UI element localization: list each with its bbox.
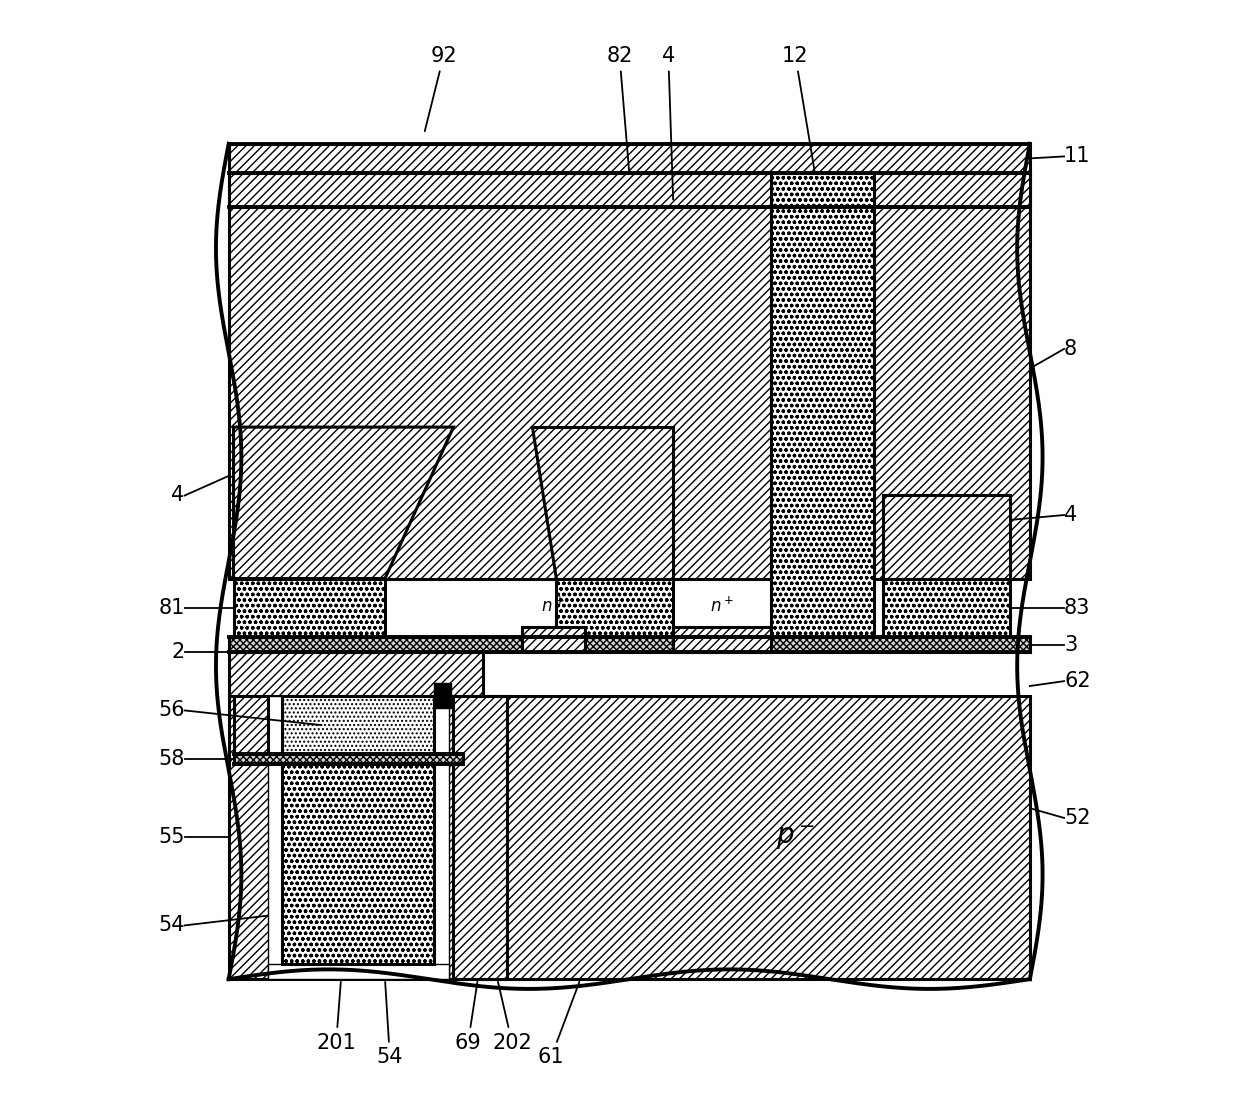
- Text: 56: 56: [159, 701, 185, 720]
- Bar: [229, 173, 1030, 207]
- Text: 4: 4: [662, 46, 675, 200]
- Bar: [268, 695, 282, 979]
- Bar: [434, 695, 449, 979]
- Bar: [556, 578, 673, 637]
- Text: 4: 4: [1064, 505, 1078, 525]
- Polygon shape: [233, 695, 268, 755]
- Bar: [229, 637, 1030, 652]
- Text: $n^+$: $n^+$: [541, 596, 565, 616]
- Bar: [453, 695, 507, 979]
- Polygon shape: [532, 427, 673, 578]
- Text: 12: 12: [782, 46, 814, 170]
- Text: $n^+$: $n^+$: [710, 596, 735, 616]
- Polygon shape: [229, 173, 771, 578]
- Polygon shape: [883, 495, 1010, 578]
- Text: $p^-$: $p^-$: [776, 823, 815, 852]
- Text: 82: 82: [606, 46, 633, 170]
- Bar: [282, 695, 434, 755]
- Text: 83: 83: [1064, 598, 1090, 618]
- Text: 201: 201: [316, 982, 356, 1053]
- Bar: [233, 578, 385, 637]
- Polygon shape: [873, 173, 1030, 578]
- Text: 54: 54: [159, 916, 185, 936]
- Bar: [233, 755, 463, 765]
- Polygon shape: [233, 427, 453, 578]
- Text: 2: 2: [171, 642, 185, 662]
- Text: 54: 54: [377, 982, 403, 1068]
- Text: 81: 81: [159, 598, 185, 618]
- Text: 3: 3: [1064, 635, 1078, 655]
- Text: 202: 202: [492, 982, 532, 1053]
- Text: 8: 8: [1064, 339, 1077, 359]
- Polygon shape: [673, 627, 771, 652]
- Text: 61: 61: [538, 982, 580, 1068]
- Text: 69: 69: [455, 982, 482, 1053]
- Text: 4: 4: [171, 485, 185, 505]
- Bar: [268, 965, 449, 979]
- Text: 62: 62: [1064, 671, 1090, 691]
- Bar: [771, 173, 873, 637]
- Bar: [434, 683, 451, 708]
- Polygon shape: [229, 652, 483, 695]
- Polygon shape: [229, 695, 463, 979]
- Text: 52: 52: [1064, 808, 1090, 828]
- Text: 11: 11: [1064, 146, 1090, 167]
- Text: 92: 92: [425, 46, 457, 131]
- Bar: [883, 578, 1010, 637]
- Polygon shape: [522, 627, 585, 652]
- Bar: [282, 765, 434, 965]
- Text: 55: 55: [159, 827, 185, 847]
- Text: 58: 58: [159, 749, 185, 769]
- Polygon shape: [463, 695, 1030, 979]
- Bar: [229, 144, 1030, 173]
